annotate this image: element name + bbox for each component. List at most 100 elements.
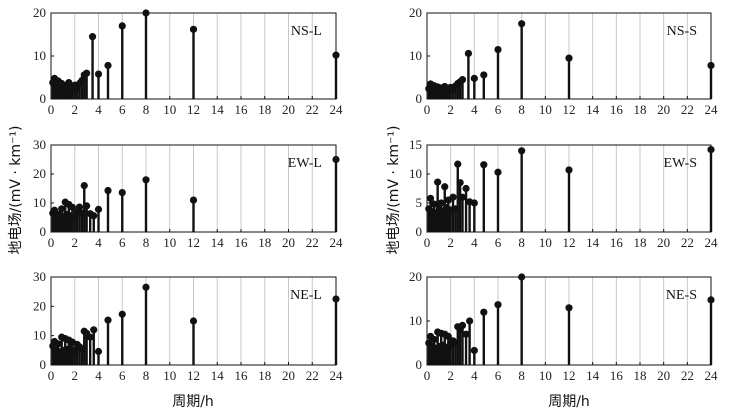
data-point [437,199,445,207]
x-tick-label: 18 [634,368,647,383]
data-point [189,25,198,33]
data-point [118,310,126,318]
x-tick-label: 22 [681,102,694,117]
data-point [518,147,526,155]
data-point [83,202,91,210]
y-tick-label: 10 [33,328,46,343]
data-point [707,296,715,304]
data-point [58,205,66,213]
data-point [480,308,488,316]
data-point [449,193,457,201]
x-tick-label: 20 [657,368,670,383]
y-axis-title-left: 地电场/(mV · km⁻¹) [8,126,24,255]
data-point [332,51,340,59]
x-tick-label: 22 [306,368,319,383]
data-point [118,188,126,197]
data-point [94,70,103,78]
x-tick-label: 12 [187,368,200,383]
data-point [518,20,526,28]
x-tick-label: 18 [258,235,271,250]
y-tick-label: 10 [409,48,422,63]
data-point [466,317,474,325]
x-tick-label: 8 [143,368,150,383]
data-point [94,205,103,213]
data-point [142,176,150,184]
x-tick-label: 6 [119,235,126,250]
x-tick-label: 2 [72,102,79,117]
data-point [494,168,502,176]
data-point [118,22,126,30]
x-tick-label: 8 [518,368,525,383]
y-tick-label: 10 [33,48,46,63]
y-tick-label: 0 [416,91,423,106]
panel-label: NE-S [666,288,697,303]
x-tick-label: 8 [518,235,525,250]
y-tick-label: 20 [33,166,46,181]
y-tick-label: 20 [409,5,422,20]
y-tick-label: 0 [40,357,47,372]
x-tick-label: 10 [163,368,176,383]
y-tick-label: 0 [416,224,423,239]
data-point [707,61,715,70]
y-tick-label: 20 [33,298,46,313]
panel-label: EW-S [664,156,697,171]
data-point [88,33,97,41]
data-point [494,301,502,309]
data-point [441,183,449,191]
x-tick-label: 2 [72,368,79,383]
x-tick-label: 4 [95,102,102,117]
data-point [470,74,478,82]
data-point [142,283,150,291]
y-tick-label: 20 [33,5,46,20]
x-tick-label: 4 [471,368,478,383]
x-tick-label: 16 [610,368,624,383]
x-tick-label: 12 [563,102,576,117]
data-point [480,71,488,79]
x-tick-label: 2 [447,235,454,250]
data-point [426,194,435,202]
x-tick-label: 14 [586,368,600,383]
x-axis-title-left: 周期/h [172,394,214,410]
y-tick-label: 20 [409,269,422,284]
x-tick-label: 0 [424,102,431,117]
x-tick-label: 16 [235,235,249,250]
x-tick-label: 14 [586,235,600,250]
x-tick-label: 18 [258,368,271,383]
x-tick-label: 22 [681,235,694,250]
x-tick-label: 20 [657,235,670,250]
panel-label: NE-L [290,288,322,303]
data-point [456,179,464,187]
data-point [464,49,473,58]
x-tick-label: 18 [634,102,647,117]
x-tick-label: 8 [518,102,525,117]
x-tick-label: 4 [95,235,102,250]
x-tick-label: 22 [306,102,319,117]
x-tick-label: 0 [48,368,55,383]
data-point [444,332,452,340]
x-axis-title-right: 周期/h [548,394,590,410]
x-tick-label: 24 [330,368,344,383]
data-point [68,203,76,211]
y-tick-label: 5 [416,195,423,210]
data-point [462,184,470,193]
x-tick-label: 14 [211,102,225,117]
data-point [189,196,198,204]
x-tick-label: 14 [211,368,225,383]
y-tick-label: 0 [416,357,423,372]
data-point [565,304,573,312]
y-tick-label: 30 [33,269,46,284]
x-tick-label: 4 [471,235,478,250]
y-tick-label: 15 [409,137,422,152]
data-point [458,321,467,329]
x-tick-label: 24 [330,102,344,117]
y-tick-label: 10 [33,195,46,210]
x-tick-label: 24 [330,235,344,250]
data-point [90,212,98,220]
data-point [332,295,340,303]
